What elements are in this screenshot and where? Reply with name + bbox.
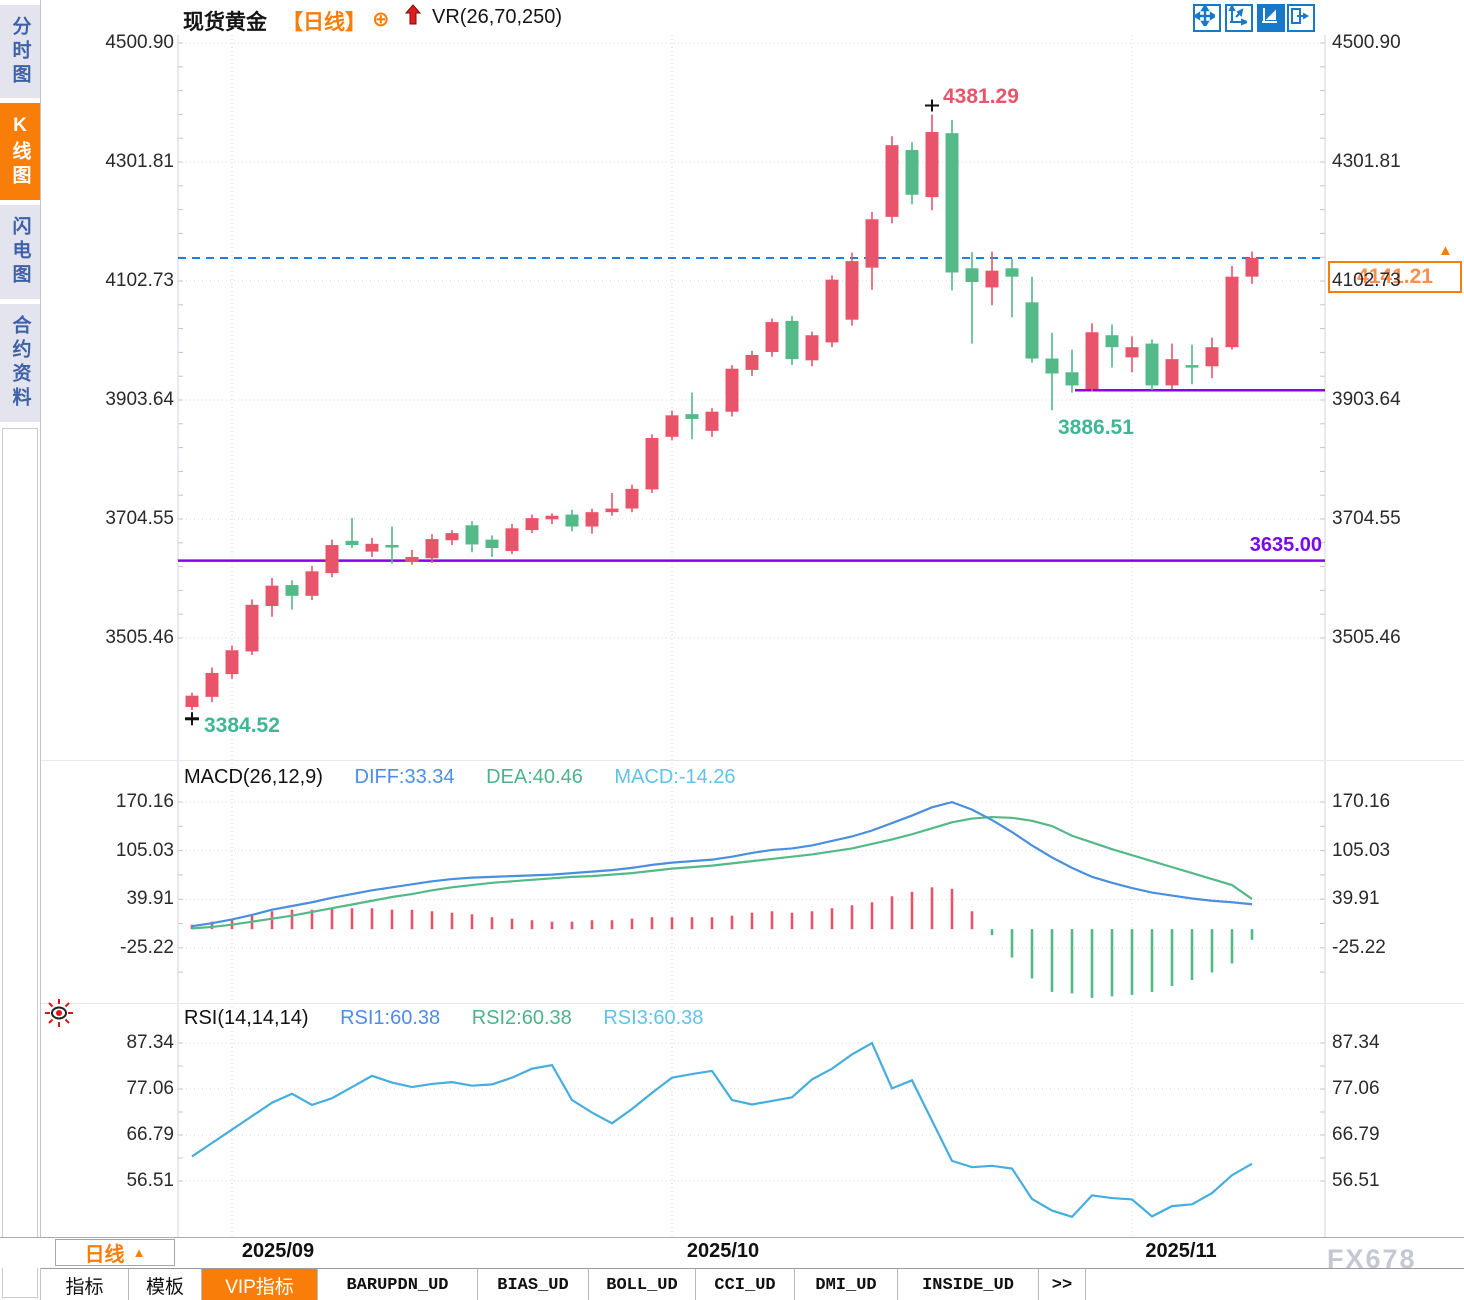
up-arrow-icon bbox=[404, 3, 422, 32]
last-price-tag: 4141.21 bbox=[1328, 261, 1462, 293]
sidebar-item-3[interactable]: 闪电图 bbox=[0, 205, 40, 299]
tab-vip[interactable]: VIP指标 bbox=[202, 1269, 318, 1300]
tab-[interactable]: >> bbox=[1039, 1269, 1086, 1300]
tab-[interactable]: 模板 bbox=[129, 1269, 202, 1300]
alert-sun-icon[interactable] bbox=[44, 998, 74, 1033]
macd-dea-value: DEA:40.46 bbox=[486, 766, 583, 788]
rsi-axis-label: 77.06 bbox=[126, 1078, 174, 1099]
macd-axis-label: -25.22 bbox=[1332, 937, 1386, 958]
rsi-axis-label: 66.79 bbox=[1332, 1123, 1380, 1145]
macd-axis-label: 170.16 bbox=[115, 791, 174, 812]
axis-scale-icon[interactable] bbox=[1225, 3, 1253, 32]
time-label-oct: 2025/10 bbox=[686, 1240, 760, 1262]
start-low-price-label: 3384.52 bbox=[204, 714, 280, 737]
add-indicator-icon[interactable]: ⊕ bbox=[372, 8, 390, 31]
panel-separator bbox=[41, 1003, 1464, 1004]
price-axis-label: 4102.73 bbox=[105, 269, 174, 291]
tab-dmi_ud[interactable]: DMI_UD bbox=[795, 1269, 898, 1300]
rsi-axis-label: 87.34 bbox=[1332, 1032, 1380, 1053]
macd-macd-value: MACD:-14.26 bbox=[614, 766, 736, 788]
axis-auto-icon[interactable] bbox=[1257, 4, 1285, 32]
macd-header: MACD(26,12,9) DIFF:33.34 DEA:40.46 MACD:… bbox=[184, 766, 736, 789]
macd-axis-label: 39.91 bbox=[126, 888, 174, 910]
period-selector[interactable]: 日线 ▲ bbox=[55, 1239, 175, 1266]
price-axis-label: 4500.90 bbox=[105, 32, 174, 53]
period-up-triangle-icon: ▲ bbox=[132, 1245, 146, 1260]
high-price-label: 4381.29 bbox=[943, 85, 1019, 108]
price-axis-label: 3903.64 bbox=[1332, 388, 1401, 410]
price-up-triangle-icon: ▲ bbox=[1438, 242, 1453, 259]
sidebar-item-1[interactable]: 分时图 bbox=[0, 5, 40, 98]
sidebar-track bbox=[2, 428, 38, 1298]
rsi-axis-label: 87.34 bbox=[126, 1032, 174, 1053]
price-axis-label: 3704.55 bbox=[105, 507, 174, 529]
price-axis-label: 4500.90 bbox=[1332, 32, 1401, 53]
sidebar-item-4[interactable]: 合约资料 bbox=[0, 304, 40, 422]
support-price-label: 3635.00 bbox=[1249, 534, 1322, 556]
price-axis-label: 3903.64 bbox=[105, 388, 174, 410]
move-icon[interactable] bbox=[1192, 3, 1221, 32]
instrument-title: 现货黄金 bbox=[183, 11, 267, 34]
indicator-title: VR(26,70,250) bbox=[432, 6, 563, 28]
tab-bias_ud[interactable]: BIAS_UD bbox=[478, 1269, 589, 1300]
price-axis-label: 3505.46 bbox=[1332, 627, 1401, 648]
period-tag: 【日线】 bbox=[282, 11, 366, 34]
sidebar-item-2[interactable]: K线图 bbox=[0, 103, 40, 200]
macd-axis-label: 105.03 bbox=[1332, 839, 1391, 861]
time-label-nov: 2025/11 bbox=[1145, 1240, 1217, 1262]
tab-barupdn_ud[interactable]: BARUPDN_UD bbox=[318, 1269, 478, 1300]
macd-axis-label: 105.03 bbox=[115, 839, 174, 861]
time-label-sep: 2025/09 bbox=[241, 1240, 315, 1262]
rsi1-value: RSI1:60.38 bbox=[340, 1007, 441, 1029]
exit-panel-icon[interactable] bbox=[1287, 4, 1315, 32]
rsi-axis-label: 66.79 bbox=[126, 1123, 174, 1145]
price-axis-label: 3704.55 bbox=[1332, 507, 1401, 529]
price-axis-label: 4301.81 bbox=[1332, 151, 1401, 172]
tab-cci_ud[interactable]: CCI_UD bbox=[696, 1269, 795, 1300]
rsi3-value: RSI3:60.38 bbox=[603, 1007, 704, 1029]
period-selector-label: 日线 bbox=[84, 1244, 125, 1266]
tab-boll_ud[interactable]: BOLL_UD bbox=[589, 1269, 696, 1300]
rsi-axis-label: 56.51 bbox=[1332, 1170, 1380, 1191]
price-axis-label: 4301.81 bbox=[105, 151, 174, 172]
macd-axis-label: 39.91 bbox=[1332, 888, 1380, 910]
macd-name: MACD(26,12,9) bbox=[184, 766, 323, 788]
low-price-label: 3886.51 bbox=[1058, 416, 1134, 439]
time-axis-row bbox=[0, 1237, 1464, 1268]
rsi-header: RSI(14,14,14) RSI1:60.38 RSI2:60.38 RSI3… bbox=[184, 1007, 703, 1030]
panel-separator bbox=[41, 760, 1464, 761]
sidebar: 分时图 K线图闪电图合约资料 bbox=[0, 0, 41, 1300]
macd-diff-value: DIFF:33.34 bbox=[354, 766, 455, 788]
rsi-axis-label: 77.06 bbox=[1332, 1078, 1380, 1099]
rsi-name: RSI(14,14,14) bbox=[184, 1007, 309, 1029]
macd-axis-label: -25.22 bbox=[120, 937, 174, 958]
tab-[interactable]: 指标 bbox=[41, 1269, 129, 1300]
price-axis-label: 3505.46 bbox=[105, 627, 174, 648]
price-axis-label: 4102.73 bbox=[1332, 269, 1401, 291]
rsi-axis-label: 56.51 bbox=[126, 1170, 174, 1191]
indicator-tab-bar: 指标 模板 VIP指标 BARUPDN_UD BIAS_UD BOLL_UD CCI_UD D… bbox=[41, 1268, 1464, 1300]
macd-axis-label: 170.16 bbox=[1332, 791, 1391, 812]
tab-inside_ud[interactable]: INSIDE_UD bbox=[898, 1269, 1039, 1300]
rsi2-value: RSI2:60.38 bbox=[471, 1007, 572, 1029]
